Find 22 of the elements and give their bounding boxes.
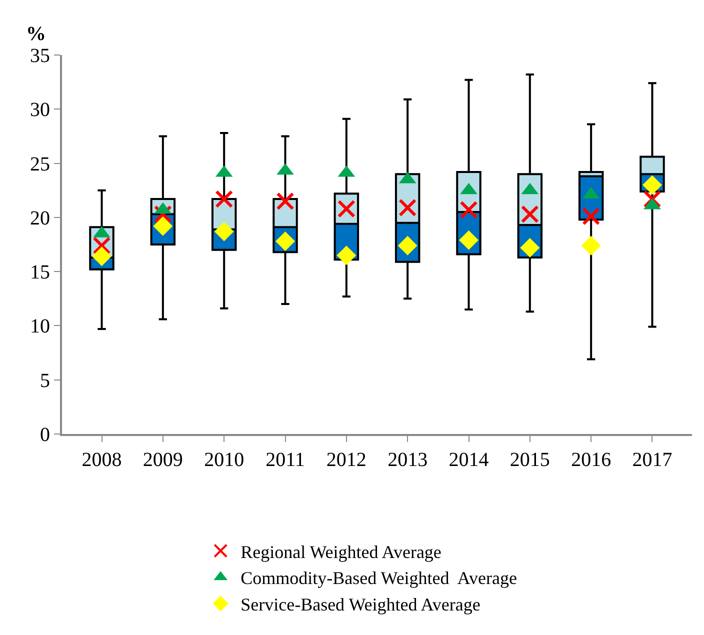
y-tick-label: 25 bbox=[30, 153, 50, 176]
x-tick-label: 2012 bbox=[326, 449, 366, 471]
y-tick-label: 0 bbox=[40, 424, 50, 446]
x-tick-label: 2009 bbox=[142, 449, 183, 471]
x-tick-label: 2011 bbox=[266, 449, 305, 471]
y-axis-title: % bbox=[26, 23, 46, 45]
legend-label: Commodity-Based Weighted Average bbox=[240, 568, 517, 588]
y-tick-label: 10 bbox=[30, 316, 50, 338]
x-tick-label: 2017 bbox=[632, 449, 672, 471]
y-tick-label: 5 bbox=[40, 370, 50, 392]
y-tick-label: 35 bbox=[30, 45, 50, 67]
legend-label: Regional Weighted Average bbox=[240, 542, 442, 562]
x-tick-label: 2016 bbox=[571, 449, 612, 471]
x-tick-label: 2013 bbox=[388, 449, 428, 471]
y-tick-label: 20 bbox=[30, 207, 50, 230]
x-tick-label: 2014 bbox=[448, 449, 489, 471]
x-tick-label: 2015 bbox=[510, 449, 550, 471]
x-tick-label: 2010 bbox=[204, 449, 244, 471]
y-tick-label: 15 bbox=[30, 262, 50, 284]
legend-label: Service-Based Weighted Average bbox=[240, 594, 480, 615]
y-tick-label: 30 bbox=[30, 99, 50, 122]
x-tick-label: 2008 bbox=[82, 449, 122, 471]
